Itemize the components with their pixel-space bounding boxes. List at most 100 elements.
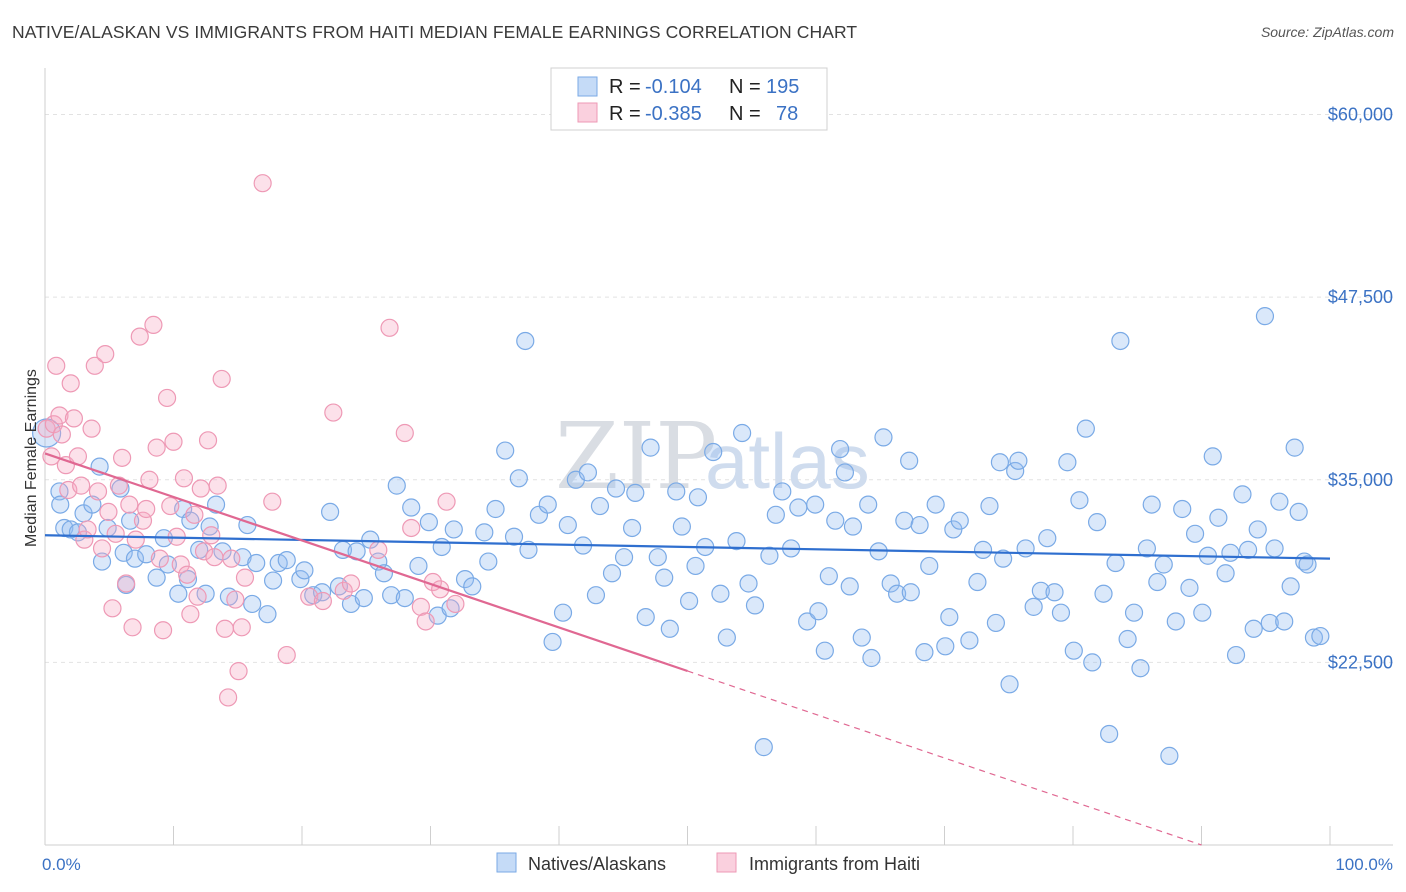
native-point-173: [1173, 499, 1192, 519]
haiti-point-3: [47, 356, 66, 375]
native-point-61: [455, 570, 475, 589]
trend-line-extension-1: [687, 670, 1202, 846]
haiti-point-67: [341, 574, 361, 593]
haiti-point-40: [171, 555, 190, 574]
native-point-109: [789, 498, 808, 517]
native-point-163: [1111, 331, 1130, 351]
haiti-point-61: [263, 492, 282, 511]
native-point-67: [504, 527, 524, 546]
native-point-93: [680, 591, 699, 611]
native-point-152: [1045, 583, 1064, 602]
native-point-137: [950, 511, 969, 530]
native-point-142: [986, 613, 1006, 633]
legend-r-label-1: R =: [609, 76, 641, 98]
native-point-47: [354, 588, 373, 608]
haiti-point-20: [103, 599, 122, 618]
native-point-149: [1024, 597, 1043, 616]
source-note: Source: ZipAtlas.com: [1260, 24, 1394, 40]
native-point-174: [1180, 578, 1199, 597]
y-tick-label-2: $47,500: [1328, 287, 1393, 307]
series-legend: Natives/Alaskans Immigrants from Haiti: [496, 852, 920, 874]
haiti-point-24: [117, 574, 136, 593]
legend-swatch-natives: [577, 76, 598, 97]
native-point-16: [137, 545, 156, 564]
haiti-point-59: [235, 568, 255, 587]
chart-title: NATIVE/ALASKAN VS IMMIGRANTS FROM HAITI …: [12, 22, 858, 42]
haiti-point-54: [219, 688, 238, 707]
native-point-95: [688, 488, 708, 507]
native-point-131: [915, 643, 934, 662]
native-point-68: [509, 469, 528, 488]
native-point-170: [1154, 555, 1173, 574]
native-point-80: [590, 496, 610, 516]
native-point-124: [874, 428, 893, 447]
y-tick-label-3: $60,000: [1328, 105, 1393, 125]
x-tick-label-0: 0.0%: [42, 855, 81, 874]
native-point-78: [578, 463, 598, 482]
native-point-37: [277, 551, 296, 570]
native-point-32: [243, 594, 262, 614]
legend-n-label-2: N =: [729, 103, 761, 125]
haiti-point-71: [402, 518, 421, 538]
haiti-point-13: [78, 520, 97, 539]
native-point-114: [819, 567, 838, 586]
haiti-point-43: [181, 605, 200, 624]
native-point-156: [1070, 491, 1089, 510]
native-point-184: [1238, 540, 1258, 559]
haiti-point-48: [198, 431, 218, 450]
native-point-129: [901, 583, 920, 602]
x-tick-labels: 0.0% 100.0%: [42, 855, 1393, 874]
native-point-99: [717, 628, 736, 647]
native-point-128: [900, 451, 919, 470]
haiti-point-73: [416, 612, 435, 631]
native-point-138: [960, 631, 979, 650]
native-point-150: [1031, 581, 1050, 600]
legend-r-label-2: R =: [609, 103, 641, 125]
haiti-point-55: [222, 549, 241, 568]
legend-r-value-1: -0.104: [645, 76, 702, 98]
native-point-97: [704, 442, 723, 462]
haiti-point-42: [178, 565, 197, 584]
native-point-52: [387, 476, 406, 495]
native-point-140: [973, 540, 993, 559]
haiti-point-44: [185, 505, 204, 524]
native-point-70: [519, 540, 538, 559]
native-point-91: [667, 482, 686, 501]
haiti-point-15: [85, 356, 104, 375]
legend-bottom-label-haiti: Immigrants from Haiti: [749, 854, 920, 874]
native-point-56: [419, 513, 438, 532]
haiti-point-58: [232, 618, 251, 637]
native-point-143: [990, 453, 1010, 472]
native-point-187: [1255, 307, 1275, 326]
haiti-point-23: [112, 448, 132, 467]
native-point-183: [1233, 485, 1252, 504]
native-point-51: [382, 586, 401, 605]
native-point-158: [1083, 653, 1102, 672]
native-point-104: [754, 738, 773, 757]
haiti-point-19: [99, 502, 118, 522]
y-tick-label-1: $35,000: [1328, 470, 1393, 490]
haiti-point-25: [120, 495, 139, 514]
haiti-point-17: [92, 539, 112, 558]
haiti-point-49: [202, 526, 221, 545]
haiti-point-57: [229, 662, 248, 681]
native-point-103: [745, 596, 765, 615]
haiti-point-45: [188, 587, 207, 606]
native-point-165: [1124, 603, 1144, 622]
native-point-34: [258, 605, 277, 624]
native-point-139: [968, 572, 987, 592]
haiti-point-68: [369, 540, 388, 559]
native-point-20: [169, 584, 188, 603]
watermark: ZIP atlas: [555, 403, 870, 510]
haiti-point-28: [130, 327, 149, 346]
haiti-point-35: [153, 621, 173, 640]
native-point-63: [475, 523, 494, 542]
native-point-119: [843, 517, 863, 536]
native-point-83: [614, 548, 634, 567]
native-point-190: [1270, 492, 1289, 511]
native-point-161: [1100, 724, 1119, 744]
haiti-point-11: [72, 476, 91, 495]
native-point-121: [859, 495, 878, 514]
native-point-66: [496, 441, 515, 460]
native-point-87: [641, 438, 660, 457]
